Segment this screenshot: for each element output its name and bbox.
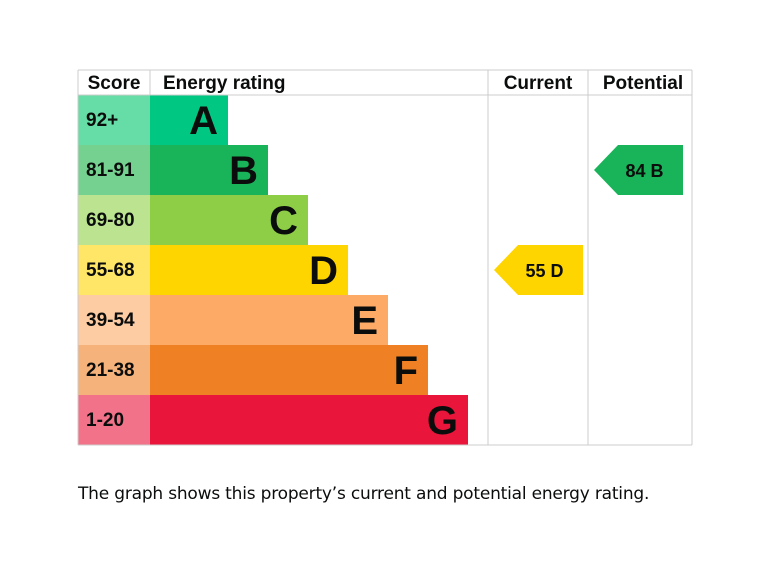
rating-letter-d: D	[309, 249, 338, 293]
rating-bar-d	[150, 245, 348, 295]
header-score: Score	[88, 73, 141, 94]
rating-letter-f: F	[394, 349, 418, 393]
score-cell-e	[78, 295, 150, 345]
score-range-b: 81-91	[86, 160, 135, 181]
rating-bar-c	[150, 195, 308, 245]
current-arrow-label: 55 D	[525, 261, 563, 281]
rating-letter-c: C	[269, 199, 298, 243]
rating-bar-a	[150, 95, 228, 145]
rating-bar-b	[150, 145, 268, 195]
energy-rating-chart: 92+ A81-91 B69-80 C55-68 D39-54 E21-38 F1-20 G …	[77, 69, 693, 446]
score-range-a: 92+	[86, 110, 118, 131]
potential-arrow-label: 84 B	[625, 161, 663, 181]
score-cell-f	[78, 345, 150, 395]
rating-letter-a: A	[189, 99, 218, 143]
score-range-d: 55-68	[86, 260, 135, 281]
score-cell-g	[78, 395, 150, 445]
score-range-c: 69-80	[86, 210, 135, 231]
rating-letter-b: B	[229, 149, 258, 193]
rating-letter-g: G	[427, 399, 458, 443]
header-potential: Potential	[603, 73, 683, 94]
header-current: Current	[504, 73, 573, 94]
rating-bar-g	[150, 395, 468, 445]
current-arrow	[494, 245, 583, 295]
score-cell-d	[78, 245, 150, 295]
score-range-f: 21-38	[86, 360, 135, 381]
rating-bar-e	[150, 295, 388, 345]
score-cell-a	[78, 95, 150, 145]
score-range-g: 1-20	[86, 410, 124, 431]
score-cell-b	[78, 145, 150, 195]
chart-caption: The graph shows this property’s current …	[78, 484, 650, 504]
score-range-e: 39-54	[86, 310, 135, 331]
potential-arrow	[594, 145, 683, 195]
header-energy-rating: Energy rating	[163, 73, 285, 94]
score-cell-c	[78, 195, 150, 245]
rating-bar-f	[150, 345, 428, 395]
rating-letter-e: E	[351, 299, 378, 343]
